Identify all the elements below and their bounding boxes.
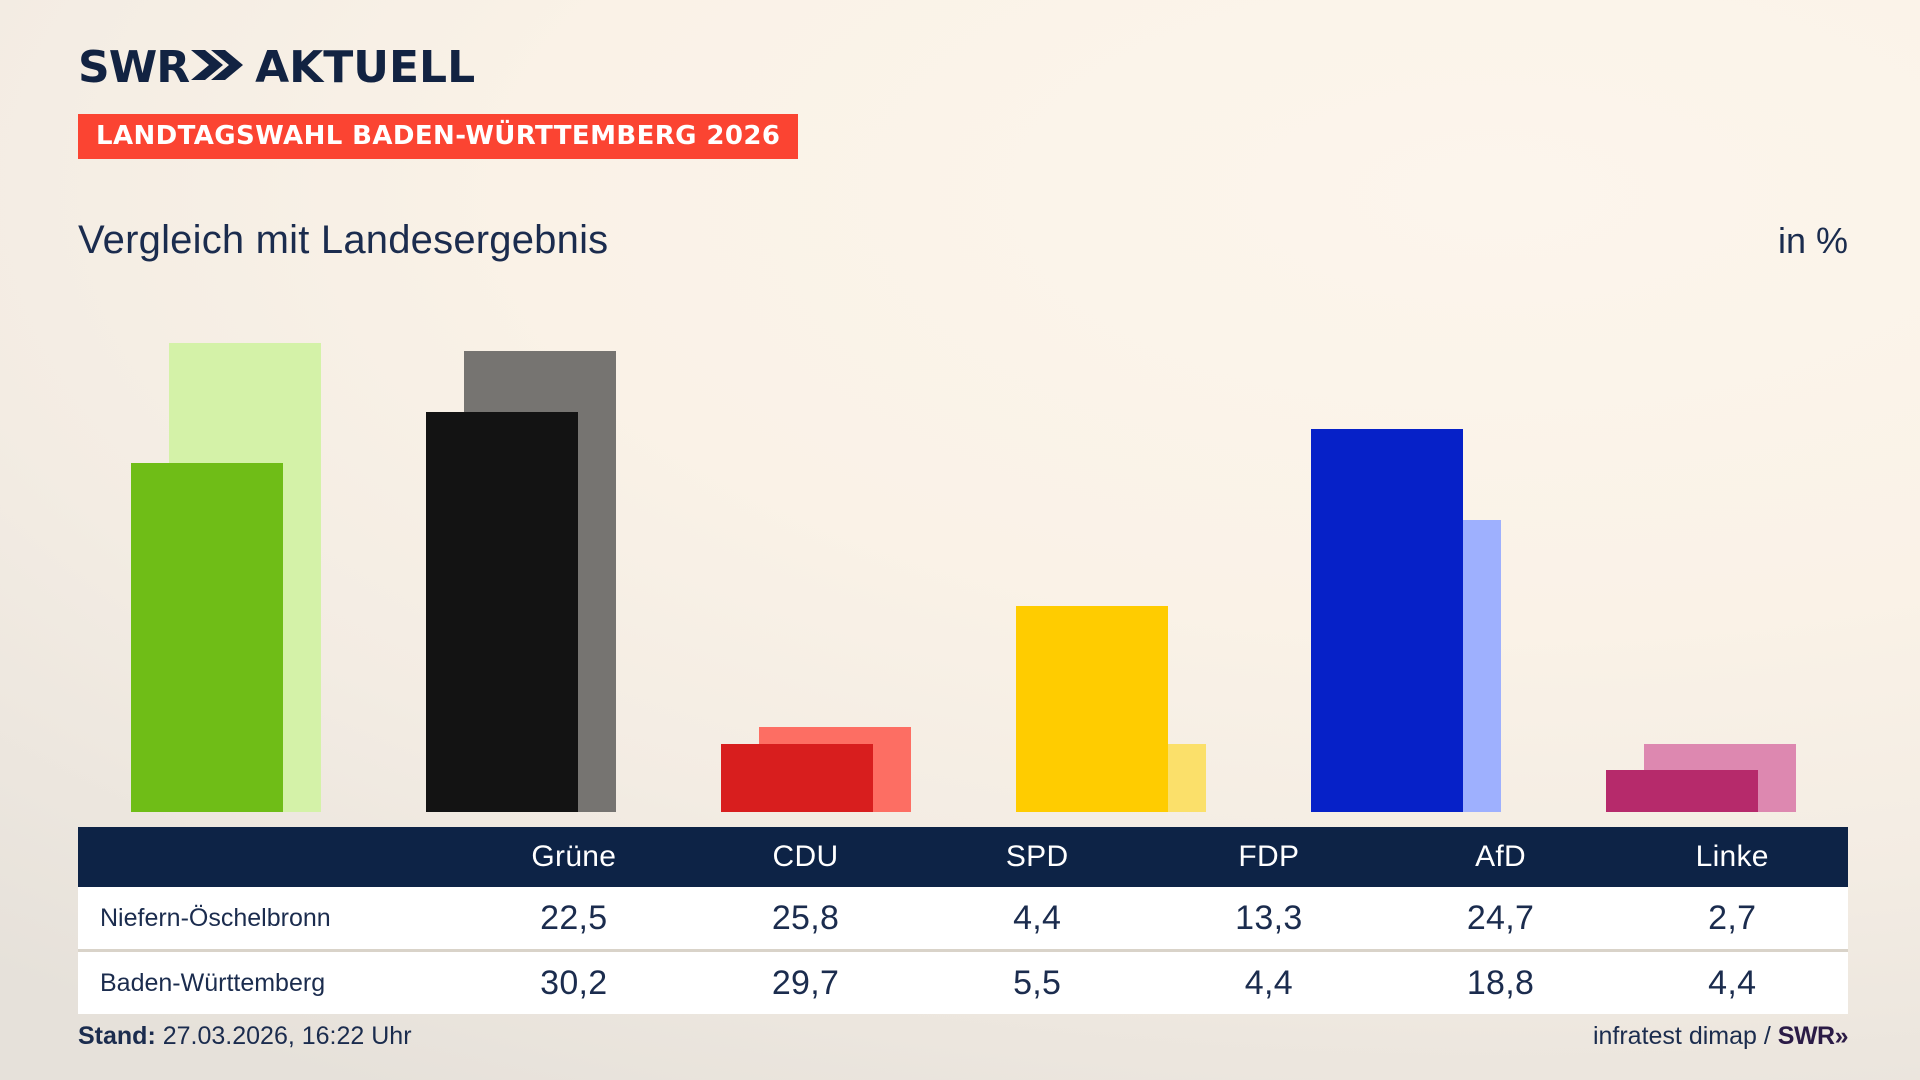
cell-value: 22,5: [540, 898, 608, 937]
table-row: Baden-Württemberg 30,2 29,7 5,5 4,4 18,8 4,4: [78, 952, 1848, 1014]
cell-value: 13,3: [1235, 898, 1303, 937]
bar-front-fdp: [1015, 605, 1168, 812]
column-header-cdu: CDU: [772, 840, 839, 873]
stand-label: Stand:: [78, 1022, 156, 1050]
bar-front-linke: [1605, 770, 1758, 812]
bar-front-cdu: [425, 411, 578, 812]
table-row: Niefern-Öschelbronn 22,5 25,8 4,4 13,3 24,7 2,…: [78, 887, 1848, 952]
cell-value: 24,7: [1466, 898, 1535, 937]
bar-front-grüne: [130, 462, 283, 812]
cell-value: 5,5: [1013, 963, 1062, 1002]
bar-group-linke: [1553, 300, 1848, 812]
election-badge: LANDTAGSWAHL BADEN-WÜRTTEMBERG 2026: [78, 114, 799, 159]
double-chevron-icon: [191, 46, 244, 90]
cell-value: 4,4: [1244, 963, 1293, 1002]
swr-aktuell-logo: SWR AKTUELL: [78, 46, 1848, 90]
bar-chart: [78, 300, 1848, 812]
source-swr-logo: SWR»: [1777, 1022, 1849, 1050]
column-header-fdp: FDP: [1238, 840, 1300, 873]
bar-group-cdu: [373, 300, 668, 812]
source-credit: infratest dimap / SWR»: [1592, 1022, 1849, 1051]
table-body: Niefern-Öschelbronn 22,5 25,8 4,4 13,3 24,7 2,…: [78, 887, 1848, 1014]
row-label: Baden-Württemberg: [100, 968, 326, 997]
cell-value: 4,4: [1708, 963, 1757, 1002]
bar-group-grüne: [78, 300, 373, 812]
row-label: Niefern-Öschelbronn: [100, 903, 331, 932]
cell-value: 30,2: [540, 963, 608, 1002]
bar-group-fdp: [963, 300, 1258, 812]
cell-value: 25,8: [771, 898, 840, 937]
column-header-spd: SPD: [1005, 840, 1069, 873]
logo-aktuell-text: AKTUELL: [255, 42, 476, 93]
source-name: infratest dimap /: [1592, 1022, 1778, 1050]
subtitle-row: Vergleich mit Landesergebnis in %: [78, 218, 1848, 263]
column-header-grüne: Grüne: [531, 840, 617, 873]
timestamp: Stand: 27.03.2026, 16:22 Uhr: [78, 1022, 412, 1051]
logo-swr-text: SWR: [78, 42, 190, 93]
bar-front-afd: [1310, 428, 1463, 812]
table-header-row: Grüne CDU SPD FDP AfD Linke: [78, 827, 1848, 887]
bar-front-spd: [720, 743, 873, 812]
bar-group-afd: [1258, 300, 1553, 812]
bar-group-spd: [668, 300, 963, 812]
cell-value: 18,8: [1466, 963, 1535, 1002]
cell-value: 2,7: [1708, 898, 1757, 937]
column-header-linke: Linke: [1695, 840, 1769, 873]
stand-value: 27.03.2026, 16:22 Uhr: [162, 1022, 412, 1050]
footer: Stand: 27.03.2026, 16:22 Uhr infratest d…: [78, 1022, 1849, 1051]
results-table: Grüne CDU SPD FDP AfD Linke Niefern-Öschelbro…: [78, 827, 1848, 1014]
cell-value: 29,7: [771, 963, 840, 1002]
header: SWR AKTUELL LANDTAGSWAHL BADEN-WÜRTTEMBE…: [78, 46, 1848, 159]
cell-value: 4,4: [1013, 898, 1062, 937]
unit-label: in %: [1777, 220, 1848, 261]
column-header-afd: AfD: [1475, 840, 1526, 873]
page-title: Vergleich mit Landesergebnis: [78, 218, 609, 262]
